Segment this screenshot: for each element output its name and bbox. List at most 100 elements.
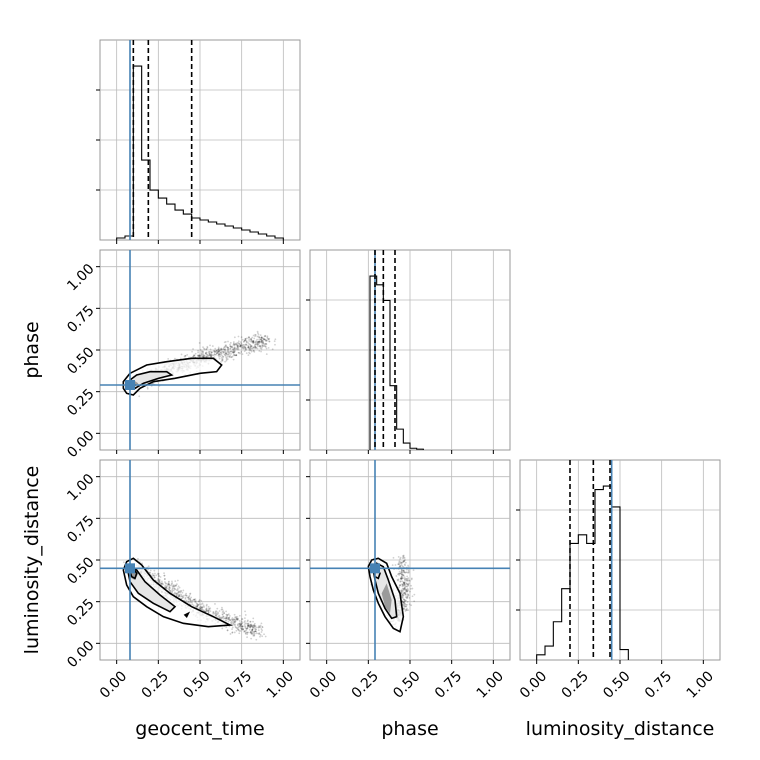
sample-point: [239, 622, 242, 624]
sample-point: [274, 338, 277, 341]
sample-point: [222, 351, 225, 354]
sample-point: [401, 596, 404, 598]
sample-point: [208, 353, 211, 356]
sample-point: [399, 584, 401, 587]
sample-point: [200, 606, 203, 609]
sample-point: [404, 587, 406, 590]
sample-point: [244, 345, 246, 348]
sample-point: [251, 625, 254, 627]
sample-point: [217, 611, 219, 614]
sample-point: [239, 625, 241, 628]
sample-point: [254, 344, 256, 347]
sample-point: [250, 637, 253, 640]
sample-point: [399, 565, 401, 568]
sample-point: [254, 343, 257, 345]
sample-point: [153, 575, 155, 577]
sample-point: [263, 337, 265, 340]
sample-point: [222, 610, 225, 613]
sample-point: [239, 344, 242, 347]
sample-point: [406, 597, 408, 600]
sample-point: [241, 621, 244, 624]
sample-point: [403, 584, 406, 586]
sample-point: [170, 584, 173, 587]
sample-point: [248, 348, 251, 351]
sample-point: [193, 354, 196, 357]
tick-label-x: 0.50: [390, 668, 423, 701]
sample-point: [241, 625, 244, 628]
sample-point: [205, 609, 208, 612]
sample-point: [212, 611, 215, 613]
sample-point: [204, 351, 207, 354]
sample-point: [227, 354, 229, 356]
sample-point: [215, 349, 218, 352]
sample-point: [249, 624, 252, 627]
sample-point: [253, 347, 256, 349]
tick-label-y: 0.50: [64, 554, 97, 587]
sample-point: [236, 623, 239, 626]
sample-point: [205, 353, 208, 356]
sample-point: [252, 341, 254, 344]
sample-point: [206, 347, 209, 349]
sample-point: [175, 593, 178, 595]
sample-point: [271, 348, 274, 351]
sample-point: [236, 345, 239, 348]
sample-point: [407, 589, 410, 592]
sample-point: [178, 590, 180, 593]
sample-point: [405, 585, 408, 588]
sample-point: [233, 631, 236, 634]
sample-point: [252, 634, 255, 637]
sample-point: [174, 584, 177, 587]
sample-point: [236, 619, 239, 621]
sample-point: [205, 610, 208, 613]
sample-point: [248, 628, 251, 631]
sample-point: [239, 345, 242, 348]
sample-point: [406, 600, 409, 603]
sample-point: [401, 585, 404, 587]
sample-point: [255, 628, 258, 631]
sample-point: [137, 557, 139, 560]
sample-point: [248, 351, 250, 354]
sample-point: [207, 605, 210, 608]
sample-point: [257, 626, 260, 629]
sample-point: [208, 352, 211, 355]
sample-point: [232, 623, 234, 625]
sample-point: [187, 596, 190, 598]
sample-point: [241, 338, 244, 341]
sample-point: [252, 341, 255, 344]
sample-point: [234, 620, 237, 623]
sample-point: [410, 604, 413, 607]
sample-point: [243, 630, 245, 633]
sample-point: [254, 624, 257, 627]
sample-point: [158, 581, 161, 584]
sample-point: [174, 357, 176, 360]
sample-point: [241, 353, 244, 356]
sample-point: [231, 631, 234, 634]
tick-label-y: 0.50: [64, 344, 97, 377]
sample-point: [398, 586, 401, 589]
sample-point: [402, 555, 404, 557]
sample-point: [256, 341, 259, 344]
sample-point: [241, 628, 244, 631]
sample-point: [258, 632, 261, 635]
sample-point: [402, 574, 404, 577]
sample-point: [199, 608, 202, 611]
sample-point: [242, 629, 244, 631]
sample-point: [220, 357, 223, 359]
contour-line: [129, 370, 174, 390]
sample-point: [255, 346, 258, 349]
sample-point: [399, 561, 402, 564]
sample-point: [208, 607, 210, 610]
sample-point: [246, 627, 248, 630]
sample-point: [266, 335, 269, 338]
sample-point: [254, 345, 257, 348]
sample-point: [222, 351, 225, 354]
sample-point: [232, 348, 234, 351]
sample-point: [228, 352, 231, 355]
sample-point: [252, 340, 254, 343]
sample-point: [158, 574, 160, 577]
sample-point: [403, 598, 406, 601]
sample-point: [403, 591, 406, 594]
sample-point: [402, 608, 405, 611]
sample-point: [250, 339, 253, 342]
